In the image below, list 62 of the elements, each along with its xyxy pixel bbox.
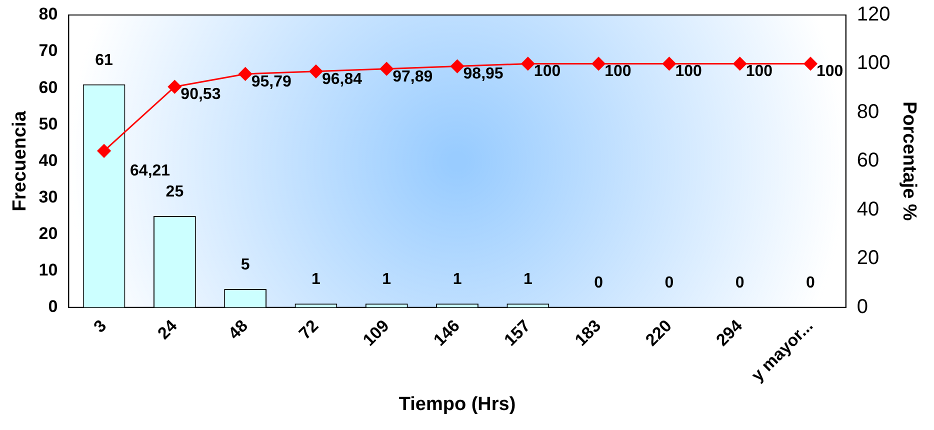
data-label: 97,89 [392,68,433,86]
point [521,56,535,70]
point [168,80,182,94]
data-label: 1 [452,271,462,288]
y2-tick-label: 120 [856,4,890,26]
y2-tick-label: 100 [856,52,890,74]
y2-tick-label: 40 [856,198,880,220]
x-tick-label: 72 [295,316,322,344]
point [662,56,676,70]
y2-axis-title: Porcentaje % [898,101,920,221]
data-label: 98,95 [463,66,504,83]
x-tick-label: 146 [430,316,464,350]
data-label: 0 [735,274,744,292]
data-label: 100 [816,63,844,80]
x-tick-label: 3 [90,316,110,336]
y-tick-label: 40 [38,150,58,170]
x-tick-label: 183 [571,316,605,350]
data-label: 0 [594,274,604,292]
x-tick-label: 294 [712,316,746,350]
data-label: 64,21 [130,162,170,180]
y-tick-label: 80 [38,4,58,24]
x-tick-label: 48 [224,316,252,344]
y2-tick-label: 0 [856,296,868,318]
data-label: 100 [746,63,773,80]
data-label: 95,79 [251,73,292,90]
y-tick-label: 70 [38,41,58,60]
x-tick-label: 157 [500,316,534,350]
point [238,67,252,81]
y-axis-title: Frecuencia [10,110,31,212]
data-label: 100 [675,63,702,80]
x-tick-label: 24 [154,316,182,344]
data-label: 1 [523,271,532,288]
y2-tick-label: 20 [856,247,880,270]
data-label: 100 [604,63,632,80]
y-tick-label: 20 [38,224,58,243]
x-tick-label: 109 [359,316,393,350]
data-label: 1 [382,271,392,288]
y2-tick-label: 60 [856,150,880,172]
point [733,56,747,70]
x-axis-title: Tiempo (Hrs) [398,394,516,415]
y-tick-label: 10 [38,260,58,280]
y-tick-label: 50 [38,114,58,134]
data-label: 0 [664,274,674,292]
data-label: 90,53 [180,86,221,104]
y-tick-label: 60 [38,78,58,97]
point [380,62,394,76]
point [97,144,111,158]
y2-tick-label: 80 [856,100,880,123]
data-label: 96,84 [322,70,362,88]
point [450,60,464,74]
point [592,56,606,70]
point [309,64,323,78]
x-tick-label: 220 [642,316,676,350]
y-tick-label: 0 [48,297,58,316]
y-tick-label: 30 [38,187,58,206]
data-label: 1 [312,271,321,288]
data-label: 5 [240,256,250,274]
point [804,56,818,70]
data-label: 0 [806,274,816,292]
data-label: 61 [95,52,114,69]
data-label: 25 [166,183,184,200]
data-label: 100 [534,63,561,80]
